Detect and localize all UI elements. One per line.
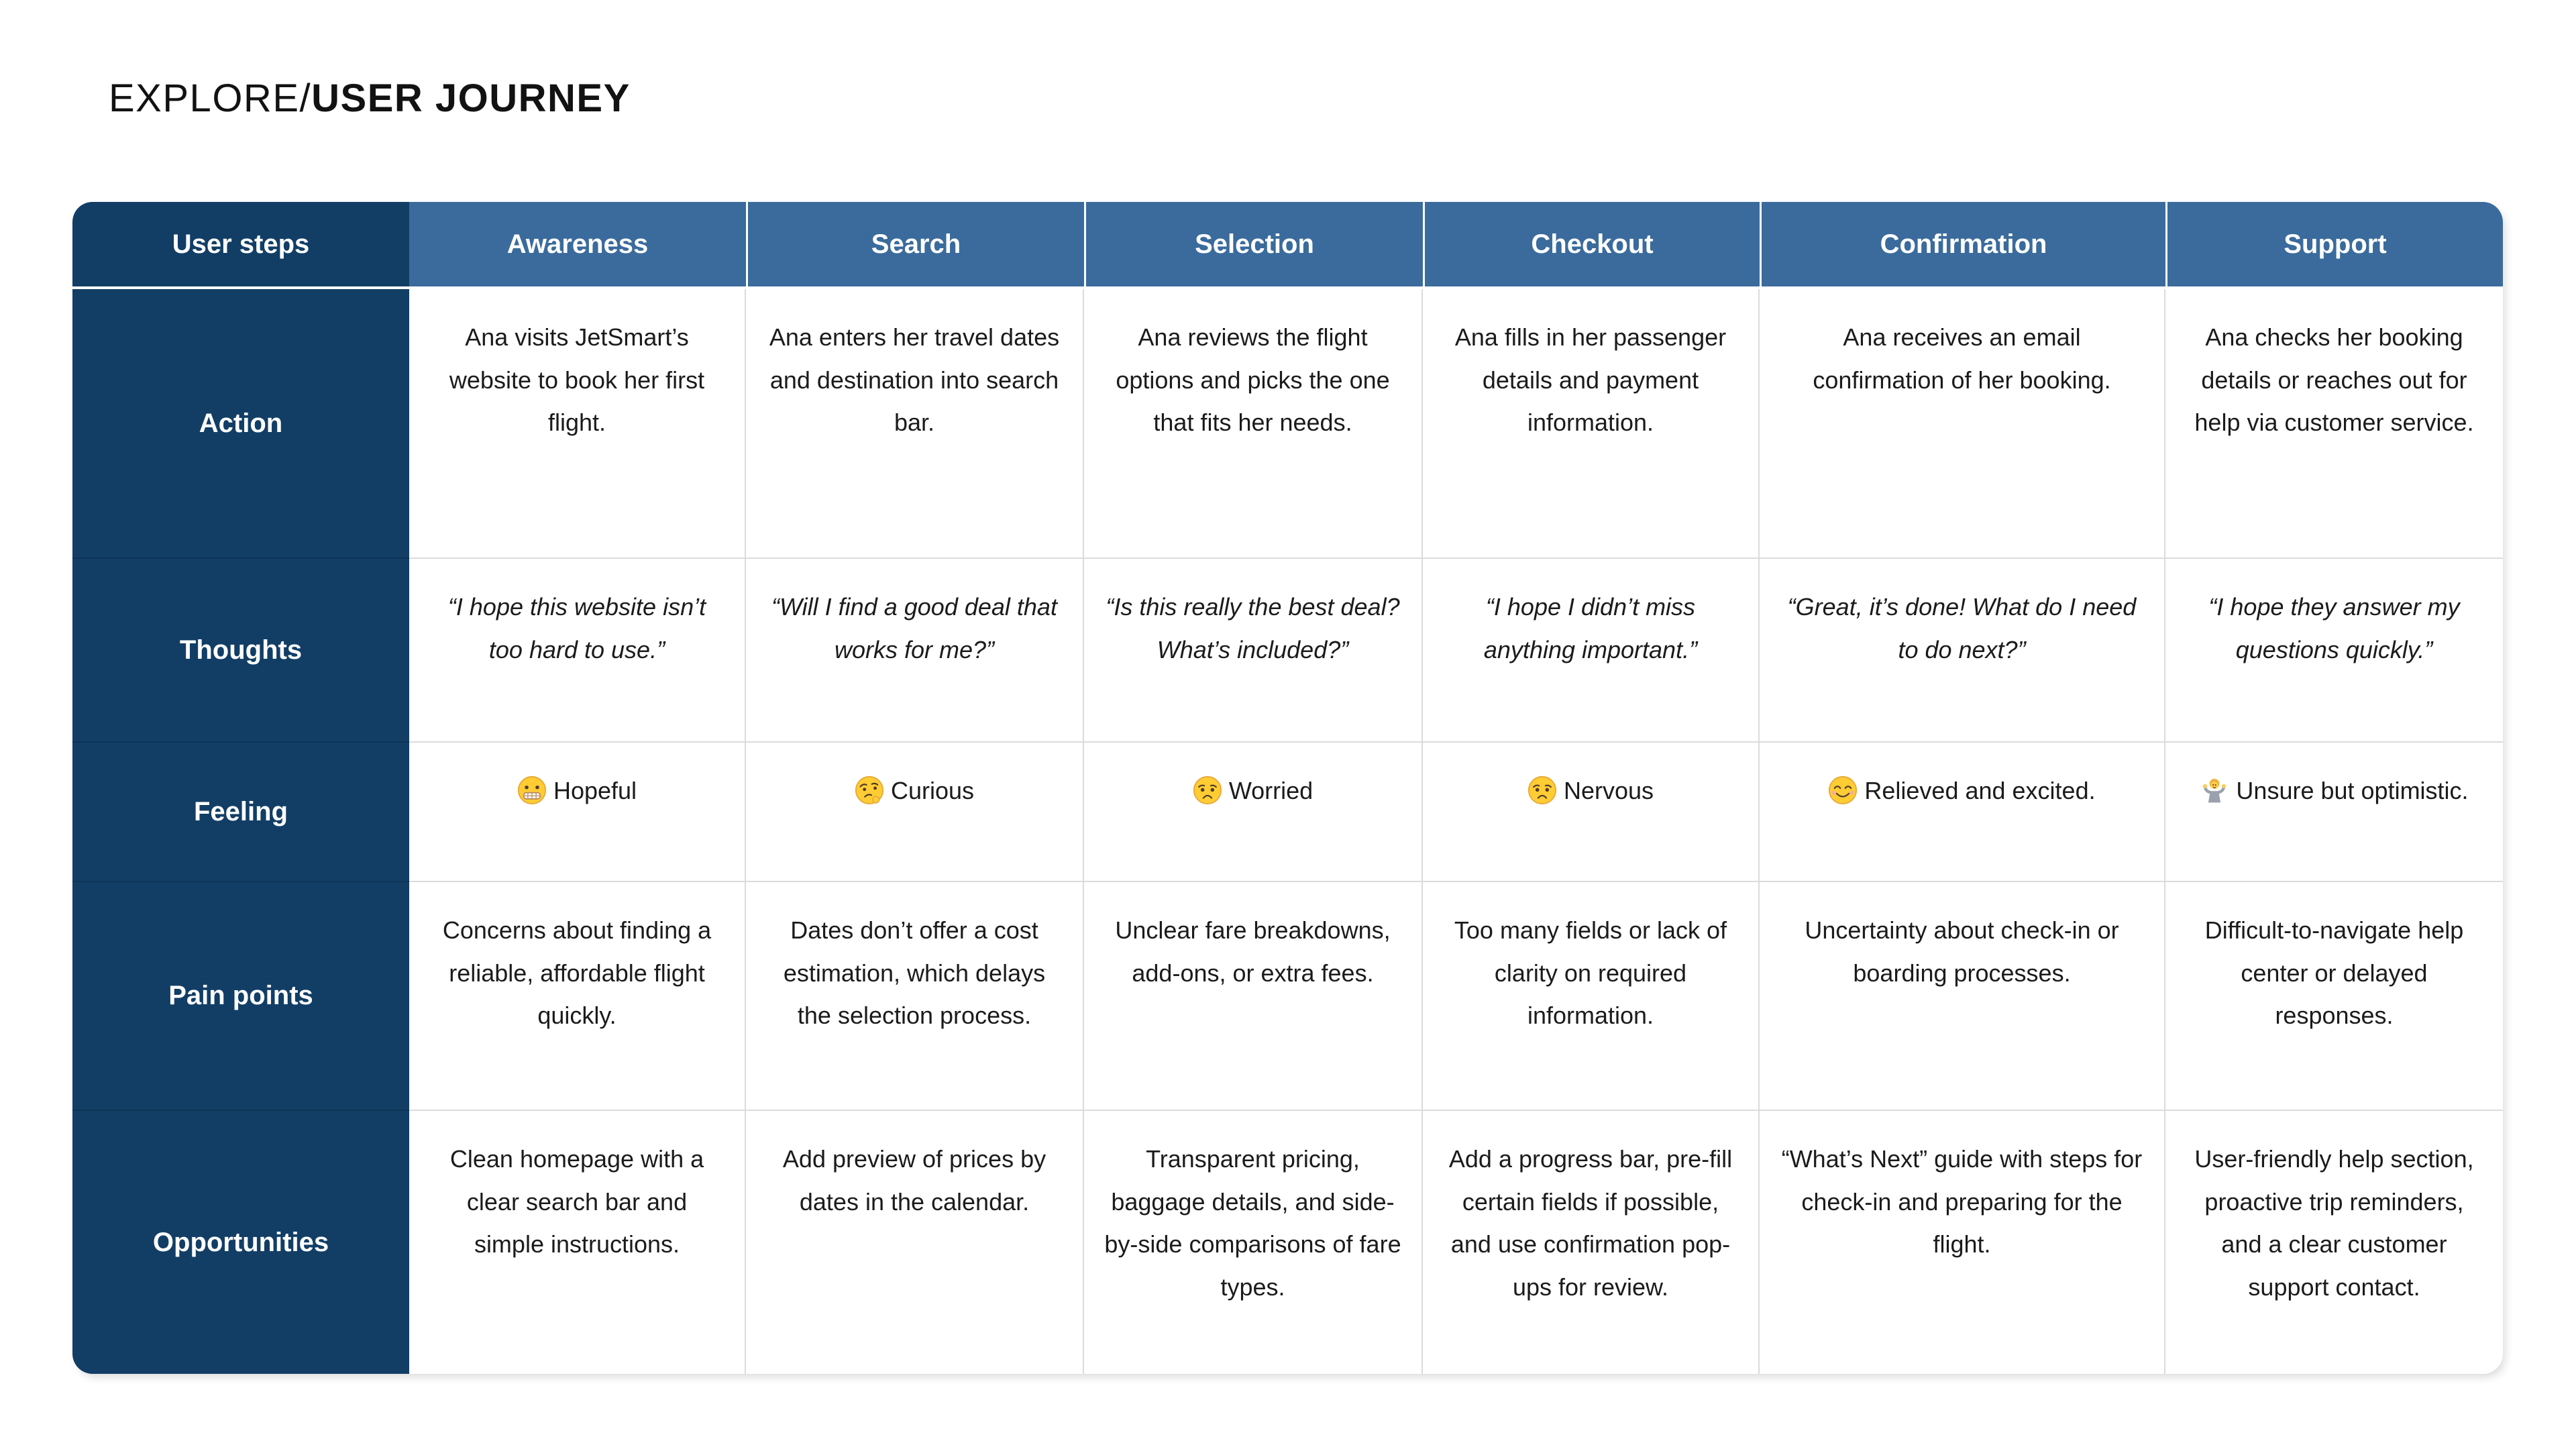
row-label-opportunities: Opportunities — [72, 1111, 409, 1374]
column-header-search: Search — [746, 202, 1084, 289]
cell-feeling-search: Curious — [746, 743, 1084, 882]
cell-opportunities-confirmation: “What’s Next” guide with steps for check… — [1760, 1111, 2165, 1374]
feeling-label: Nervous — [1563, 777, 1654, 804]
cell-pain-points-checkout: Too many fields or lack of clarity on re… — [1423, 882, 1760, 1111]
feeling-label: Worried — [1228, 777, 1313, 804]
person-shrugging-icon — [2200, 775, 2229, 805]
cell-feeling-confirmation: Relieved and excited. — [1760, 743, 2165, 882]
cell-pain-points-confirmation: Uncertainty about check-in or boarding p… — [1760, 882, 2165, 1111]
cell-feeling-support: Unsure but optimistic. — [2165, 743, 2503, 882]
cell-action-awareness: Ana visits JetSmart’s website to book he… — [409, 289, 746, 559]
cell-opportunities-checkout: Add a progress bar, pre-fill certain fie… — [1423, 1111, 1760, 1374]
cell-thoughts-selection: “Is this really the best deal? What’s in… — [1084, 559, 1423, 743]
cell-thoughts-confirmation: “Great, it’s done! What do I need to do … — [1760, 559, 2165, 743]
cell-opportunities-search: Add preview of prices by dates in the ca… — [746, 1111, 1084, 1374]
user-journey-table: User steps Awareness Search Selection Ch… — [72, 202, 2503, 1374]
cell-opportunities-support: User-friendly help section, proactive tr… — [2165, 1111, 2503, 1374]
cell-opportunities-selection: Transparent pricing, baggage details, an… — [1084, 1111, 1423, 1374]
header-user-steps: User steps — [72, 202, 409, 289]
cell-feeling-awareness: Hopeful — [409, 743, 746, 882]
cell-thoughts-checkout: “I hope I didn’t miss anything important… — [1423, 559, 1760, 743]
feeling-label: Curious — [890, 777, 975, 804]
cell-thoughts-support: “I hope they answer my questions quickly… — [2165, 559, 2503, 743]
worried-face-icon — [1193, 775, 1222, 805]
grimacing-face-icon — [517, 775, 547, 805]
row-label-feeling: Feeling — [72, 743, 409, 882]
cell-action-confirmation: Ana receives an email confirmation of he… — [1760, 289, 2165, 559]
page-title-emphasis: USER JOURNEY — [311, 76, 631, 120]
page-title-prefix: EXPLORE/ — [109, 76, 312, 120]
worried-face-icon — [1527, 775, 1557, 805]
feeling-label: Unsure but optimistic. — [2236, 777, 2469, 804]
column-header-selection: Selection — [1084, 202, 1423, 289]
cell-action-search: Ana enters her travel dates and destinat… — [746, 289, 1084, 559]
feeling-label: Relieved and excited. — [1864, 777, 2096, 804]
cell-opportunities-awareness: Clean homepage with a clear search bar a… — [409, 1111, 746, 1374]
column-header-confirmation: Confirmation — [1760, 202, 2165, 289]
cell-feeling-selection: Worried — [1084, 743, 1423, 882]
feeling-label: Hopeful — [553, 777, 637, 804]
cell-pain-points-search: Dates don’t offer a cost estimation, whi… — [746, 882, 1084, 1111]
cell-pain-points-support: Difficult-to-navigate help center or del… — [2165, 882, 2503, 1111]
row-label-action: Action — [72, 289, 409, 559]
page-title: EXPLORE/USER JOURNEY — [109, 79, 631, 118]
row-label-thoughts: Thoughts — [72, 559, 409, 743]
row-label-pain-points: Pain points — [72, 882, 409, 1111]
cell-action-selection: Ana reviews the flight options and picks… — [1084, 289, 1423, 559]
thinking-face-icon — [855, 775, 884, 805]
cell-action-checkout: Ana fills in her passenger details and p… — [1423, 289, 1760, 559]
cell-action-support: Ana checks her booking details or reache… — [2165, 289, 2503, 559]
column-header-checkout: Checkout — [1423, 202, 1760, 289]
smiling-face-icon — [1828, 775, 1858, 805]
column-header-awareness: Awareness — [409, 202, 746, 289]
cell-feeling-checkout: Nervous — [1423, 743, 1760, 882]
cell-pain-points-selection: Unclear fare breakdowns, add-ons, or ext… — [1084, 882, 1423, 1111]
cell-thoughts-awareness: “I hope this website isn’t too hard to u… — [409, 559, 746, 743]
cell-thoughts-search: “Will I find a good deal that works for … — [746, 559, 1084, 743]
column-header-support: Support — [2165, 202, 2503, 289]
cell-pain-points-awareness: Concerns about finding a reliable, affor… — [409, 882, 746, 1111]
